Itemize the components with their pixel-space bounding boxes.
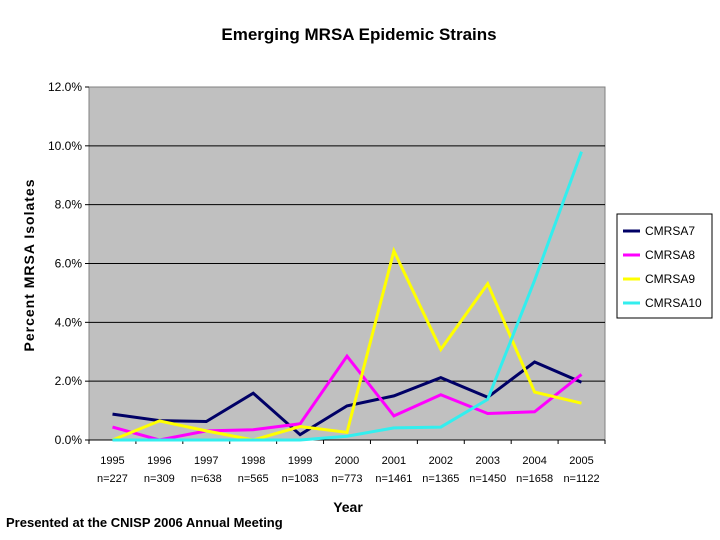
legend-label-cmrsa8: CMRSA8 [645,248,695,262]
series-line-cmrsa10 [112,151,583,442]
x-tick-label-year: 1999 [288,455,312,467]
y-tick-label: 8.0% [55,198,83,212]
x-tick-label-n: n=227 [97,473,128,485]
series-line-cmrsa9 [111,246,582,442]
x-tick-label-year: 1995 [100,455,124,467]
x-tick-label-n: n=773 [332,473,363,485]
y-tick-label: 6.0% [55,257,83,271]
x-tick-label-year: 1997 [194,455,218,467]
y-tick-label: 12.0% [48,80,82,94]
x-tick-label-n: n=638 [191,473,222,485]
x-tick-label-n: n=1365 [422,473,459,485]
y-tick-label: 4.0% [55,315,83,329]
y-tick-label: 10.0% [48,139,82,153]
legend-label-cmrsa10: CMRSA10 [645,296,702,310]
legend-items: CMRSA7 CMRSA8 CMRSA9 CMRSA10 [623,224,702,310]
x-tick-label-year: 2003 [475,455,499,467]
chart-title: Emerging MRSA Epidemic Strains [221,25,496,44]
x-axis-ticks: 1995 n=227 1996 n=309 1997 n=638 1998 n=565 1999… [88,440,606,485]
x-tick-label-n: n=1461 [375,473,412,485]
series-line-cmrsa8 [112,353,583,442]
x-tick-label-n: n=1658 [516,473,553,485]
y-axis-ticks: 0.0% 2.0% 4.0% 6.0% 8.0% 10.0% 12.0% [48,80,605,447]
x-tick-label-year: 1996 [147,455,171,467]
y-axis-title: Percent MRSA Isolates [21,179,37,352]
legend-label-cmrsa9: CMRSA9 [645,272,695,286]
x-tick-label-year: 2000 [335,455,359,467]
footer-caption: Presented at the CNISP 2006 Annual Meeti… [6,515,283,530]
x-tick-label-year: 2002 [429,455,453,467]
x-tick-label-year: 2001 [382,455,406,467]
x-axis-title: Year [333,499,363,515]
x-tick-label-year: 2005 [569,455,593,467]
x-tick-label-n: n=309 [144,473,175,485]
legend-label-cmrsa7: CMRSA7 [645,224,695,238]
x-tick-label-n: n=1450 [469,473,506,485]
x-tick-label-year: 1998 [241,455,265,467]
series-lines [111,151,583,442]
y-tick-label: 2.0% [55,374,83,388]
x-tick-label-n: n=1083 [282,473,319,485]
x-tick-label-n: n=565 [238,473,269,485]
x-tick-label-year: 2004 [522,455,546,467]
y-tick-label: 0.0% [55,433,83,447]
x-tick-label-n: n=1122 [563,473,599,485]
series-line-cmrsa7 [112,360,583,437]
